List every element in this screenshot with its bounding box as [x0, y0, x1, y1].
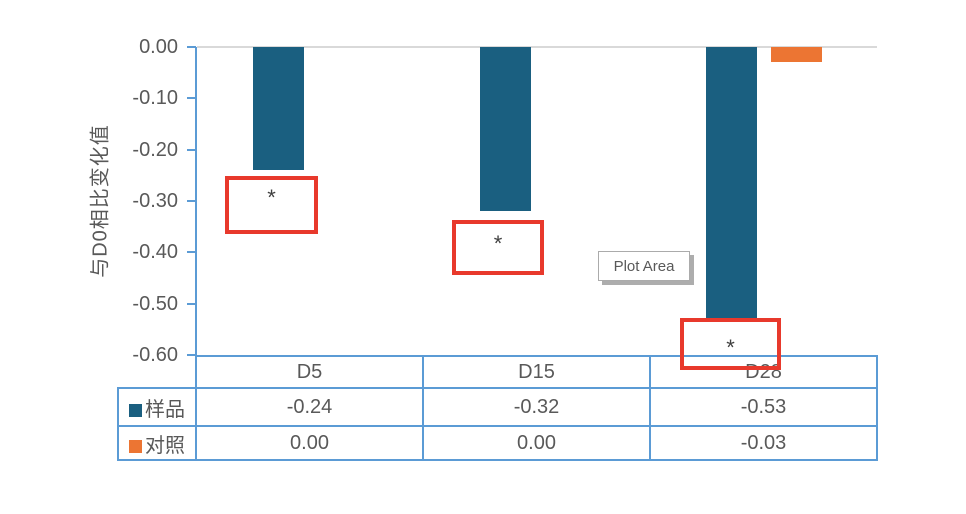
table-value: -0.03: [649, 425, 878, 461]
y-tick-mark: [187, 46, 196, 48]
y-tick-mark: [187, 148, 196, 151]
significance-box-d5[interactable]: *: [225, 176, 318, 234]
table-value: -0.32: [422, 387, 651, 427]
y-tick-label: -0.10: [132, 87, 178, 110]
table-row-sample: 样品 -0.24 -0.32 -0.53: [117, 387, 878, 427]
category-label-d5: D5: [195, 355, 424, 389]
table-value: -0.53: [649, 387, 878, 427]
bar-样品-D28[interactable]: [706, 47, 757, 319]
bar-样品-D15[interactable]: [480, 47, 531, 211]
y-tick-label: -0.30: [132, 190, 178, 212]
plot-area-tooltip: Plot Area: [598, 251, 690, 281]
zero-gridline: [197, 46, 877, 48]
significance-box-d15[interactable]: *: [452, 220, 544, 275]
asterisk-label: *: [726, 335, 735, 360]
legend-key-control-icon: [129, 439, 142, 453]
legend-label-sample: 样品: [145, 398, 185, 421]
y-tick-mark: [187, 251, 196, 254]
asterisk-label: *: [493, 231, 503, 256]
y-tick-label: 0.00: [139, 36, 178, 58]
y-tick-label: -0.20: [132, 138, 178, 161]
y-tick-mark: [187, 354, 196, 356]
y-tick-label: -0.50: [132, 292, 178, 315]
legend-key-sample-icon: [129, 403, 142, 417]
plot-area-tooltip-label: Plot Area: [613, 257, 675, 275]
category-label-d28: D28: [649, 355, 878, 389]
table-value: 0.00: [195, 425, 424, 461]
table-value: -0.24: [195, 387, 424, 427]
y-tick-label: -0.60: [132, 344, 178, 366]
table-value: 0.00: [422, 425, 651, 461]
y-tick-mark: [187, 97, 196, 100]
legend-cell-control: 对照: [117, 425, 197, 461]
y-tick-mark: [187, 200, 196, 202]
significance-box-d28[interactable]: *: [680, 318, 781, 370]
legend-label-control: 对照: [145, 434, 185, 457]
category-label-d15: D15: [422, 355, 651, 389]
bar-样品-D5[interactable]: [253, 47, 304, 170]
y-tick-mark: [187, 302, 196, 305]
category-header-row: D5 D15 D28: [118, 355, 878, 389]
table-corner-blank: [118, 356, 196, 388]
table-row-control: 对照 0.00 0.00 -0.03: [117, 425, 878, 461]
chart-data-table: D5 D15 D28 样品 -0.24 -0.32 -0.53 对照 0.00 …: [117, 355, 878, 461]
bar-对照-D28[interactable]: [771, 47, 822, 62]
y-tick-label: -0.40: [132, 241, 178, 264]
asterisk-label: *: [267, 185, 276, 210]
y-axis-line: [195, 47, 197, 355]
legend-cell-sample: 样品: [117, 387, 197, 427]
